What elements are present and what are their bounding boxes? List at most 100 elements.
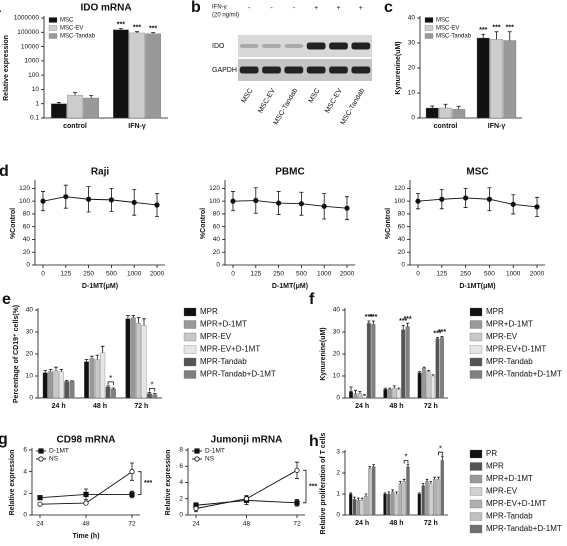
error-bar	[371, 320, 375, 325]
significance-label: ***	[433, 330, 441, 337]
panel-letter: h	[309, 433, 319, 450]
bar	[422, 368, 427, 399]
error-bar	[151, 32, 156, 34]
y-tick-label: 10	[333, 373, 341, 380]
point	[86, 196, 92, 202]
y-axis-label: Relative expression	[165, 450, 172, 516]
significance-label: *	[439, 444, 442, 453]
significance-label: ***	[149, 25, 157, 32]
treatment-sign: +	[336, 5, 340, 12]
bar	[401, 329, 406, 399]
y-tick-label: 0	[23, 512, 27, 519]
bar	[58, 371, 64, 399]
panel-letter: a	[0, 0, 1, 16]
x-tick-label: 48 h	[389, 403, 403, 410]
point	[129, 469, 135, 475]
bar	[425, 107, 439, 119]
y-tick-label: 80	[23, 211, 31, 218]
error-bar	[368, 466, 372, 469]
significance-bracket	[148, 388, 156, 392]
y-tick-label: 60	[398, 223, 406, 230]
point	[275, 200, 282, 206]
y-tick-label: 1	[35, 100, 39, 107]
bar	[352, 499, 357, 516]
point	[294, 500, 300, 506]
legend-label: MPR-Tandab	[200, 357, 247, 366]
error-bar	[427, 370, 431, 372]
error-bar	[367, 320, 371, 324]
y-tick-label: 10	[32, 86, 40, 93]
error-bar	[383, 492, 387, 494]
point	[462, 195, 469, 201]
bar	[503, 40, 517, 119]
y-tick-label: 60	[23, 223, 31, 230]
x-tick-label: 0	[416, 271, 420, 278]
x-tick-label: 72	[293, 521, 301, 528]
x-tick-label: 48	[243, 521, 251, 528]
bar	[129, 32, 145, 119]
error-bar	[358, 391, 362, 394]
error-bar	[406, 322, 410, 327]
error-bar	[440, 336, 444, 338]
y-tick-label: 4	[23, 468, 27, 475]
legend-swatch	[469, 499, 483, 509]
bar	[421, 485, 425, 516]
blot-band	[239, 66, 259, 74]
error-bar	[364, 493, 368, 497]
panel-letter: d	[0, 163, 9, 180]
point	[534, 204, 540, 210]
point	[37, 501, 43, 507]
panel-letter: c	[384, 0, 393, 16]
y-tick-label: 30	[408, 40, 416, 47]
bar	[476, 37, 490, 119]
error-bar	[59, 369, 64, 372]
blot-band	[239, 44, 259, 48]
blot-band	[329, 66, 348, 74]
legend-label: MSC-EV	[436, 26, 459, 32]
line	[417, 197, 538, 208]
bar	[353, 393, 358, 399]
x-tick-label: 250	[460, 271, 471, 278]
error-bar	[353, 496, 356, 500]
legend-label: MPR+D-1MT	[486, 320, 533, 329]
axes	[34, 180, 165, 266]
bar	[53, 370, 59, 399]
error-bar	[418, 492, 421, 494]
x-tick-label: 24 h	[52, 403, 66, 410]
line	[232, 200, 348, 209]
x-tick-label: control	[434, 123, 458, 130]
y-tick-label: 80	[398, 211, 406, 218]
legend-label: MSC-EV	[60, 26, 83, 32]
bar	[105, 386, 111, 399]
y-tick-label: 0	[179, 512, 183, 519]
error-bar	[456, 105, 461, 110]
legend-swatch	[469, 345, 483, 354]
legend-label: MPR	[486, 307, 504, 316]
bar	[113, 29, 129, 119]
bar	[362, 395, 367, 399]
error-bar	[56, 102, 61, 104]
significance-label: ***	[492, 25, 500, 32]
significance-bracket	[403, 460, 409, 464]
legend-label: MSC-Tandab	[436, 34, 472, 40]
legend-swatch	[48, 17, 58, 23]
y-tick-label: 2	[336, 470, 340, 477]
chart-title: Jumonji mRNA	[211, 435, 283, 446]
legend-label: MPR-Tandab	[486, 357, 533, 366]
bar	[431, 375, 436, 399]
treatment-sign: -	[270, 5, 273, 12]
legend-label: MPR-Tandab+D-1MT	[486, 370, 562, 379]
error-bar	[421, 483, 425, 486]
y-tick-label: 120	[394, 185, 405, 192]
y-tick-label: 1	[336, 491, 340, 498]
axes	[409, 180, 545, 266]
bar	[387, 389, 392, 399]
significance-bracket	[107, 381, 114, 385]
error-bar	[433, 476, 436, 480]
error-bar	[353, 389, 357, 394]
error-bar	[135, 31, 139, 33]
chart-title: PBMC	[275, 167, 304, 178]
significance-label: *	[109, 374, 112, 383]
bar	[398, 483, 402, 516]
error-bar	[126, 315, 130, 319]
